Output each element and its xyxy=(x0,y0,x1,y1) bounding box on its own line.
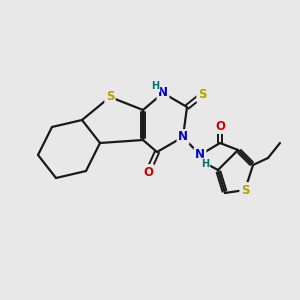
Text: H: H xyxy=(201,159,209,169)
Text: H: H xyxy=(151,81,159,91)
Text: S: S xyxy=(198,88,206,101)
Text: S: S xyxy=(241,184,249,196)
Text: O: O xyxy=(215,119,225,133)
Text: O: O xyxy=(143,166,153,178)
Text: S: S xyxy=(106,91,114,103)
Text: N: N xyxy=(178,130,188,143)
Text: N: N xyxy=(158,86,168,100)
Text: N: N xyxy=(195,148,205,161)
